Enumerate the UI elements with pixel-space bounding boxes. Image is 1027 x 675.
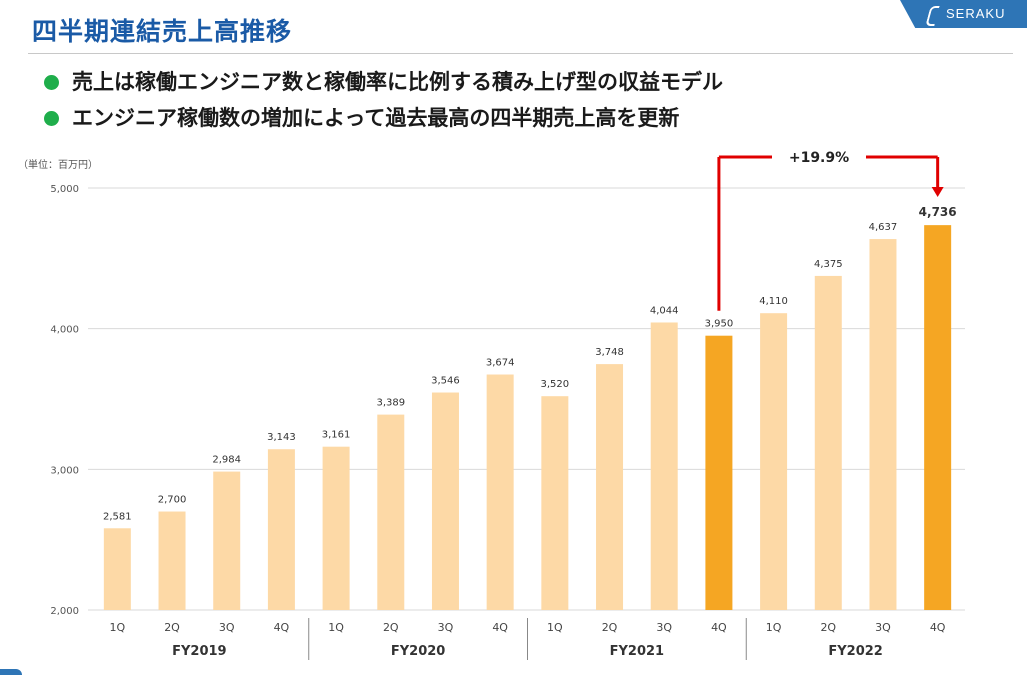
data-label: 2,581: [103, 511, 132, 522]
bar: [705, 335, 733, 610]
data-label: 2,700: [158, 495, 187, 506]
data-label: 4,044: [650, 305, 679, 316]
bullet-dot-icon: [44, 111, 59, 126]
x-tick-label: 4Q: [492, 621, 508, 634]
data-label: 3,520: [541, 379, 570, 390]
bullet-dot-icon: [44, 75, 59, 90]
x-tick-label: 4Q: [711, 621, 727, 634]
x-tick-label: 2Q: [383, 621, 399, 634]
y-tick-label: 4,000: [50, 325, 79, 336]
bullet-text: エンジニア稼働数の増加によって過去最高の四半期売上高を更新: [72, 106, 680, 130]
footer-accent: [0, 669, 22, 675]
data-label: 2,984: [212, 455, 241, 466]
data-label: 4,375: [814, 259, 843, 270]
x-tick-label: 1Q: [328, 621, 344, 634]
data-label: 3,143: [267, 432, 296, 443]
x-tick-label: 3Q: [219, 621, 235, 634]
x-tick-label: 2Q: [164, 621, 180, 634]
bullet-text: 売上は稼働エンジニア数と稼働率に比例する積み上げ型の収益モデル: [72, 70, 723, 94]
x-tick-label: 1Q: [547, 621, 563, 634]
x-tick-label: 3Q: [438, 621, 454, 634]
company-logo: SERAKU: [900, 0, 1027, 28]
fiscal-year-label: FY2021: [610, 644, 664, 659]
x-tick-label: 4Q: [274, 621, 290, 634]
bar: [377, 414, 405, 610]
data-label: 3,674: [486, 358, 515, 369]
bar: [650, 322, 678, 610]
y-tick-label: 2,000: [50, 606, 79, 617]
bar: [541, 396, 569, 610]
data-label: 3,546: [431, 376, 460, 387]
bullet-item: 売上は稼働エンジニア数と稼働率に比例する積み上げ型の収益モデル: [44, 64, 723, 100]
bar: [596, 364, 624, 610]
bullet-item: エンジニア稼働数の増加によって過去最高の四半期売上高を更新: [44, 100, 723, 136]
fiscal-year-label: FY2020: [391, 644, 445, 659]
bar: [158, 511, 186, 610]
bar: [760, 313, 788, 610]
x-tick-label: 2Q: [820, 621, 836, 634]
y-tick-label: 5,000: [50, 184, 79, 195]
x-tick-label: 1Q: [766, 621, 782, 634]
bar: [486, 374, 514, 610]
bar: [267, 449, 295, 610]
data-label: 3,748: [595, 347, 624, 358]
page-title: 四半期連結売上高推移: [32, 17, 293, 46]
bar: [322, 446, 350, 610]
x-tick-label: 2Q: [602, 621, 618, 634]
bullet-list: 売上は稼働エンジニア数と稼働率に比例する積み上げ型の収益モデル エンジニア稼働数…: [44, 64, 723, 136]
bar: [213, 471, 241, 610]
bar: [924, 225, 952, 611]
data-label: 4,736: [919, 205, 957, 219]
annotation-arrowhead: [931, 187, 944, 197]
bar: [869, 239, 897, 610]
bar: [431, 392, 459, 610]
data-label: 4,110: [759, 296, 788, 307]
bar: [814, 275, 842, 610]
bar: [103, 528, 131, 610]
x-tick-label: 4Q: [930, 621, 946, 634]
data-label: 3,161: [322, 430, 351, 441]
fiscal-year-label: FY2019: [172, 644, 226, 659]
x-tick-label: 1Q: [110, 621, 126, 634]
data-label: 3,389: [376, 398, 405, 409]
y-tick-label: 3,000: [50, 465, 79, 476]
data-label: 4,637: [869, 222, 898, 233]
unit-label: （単位：百万円）: [18, 158, 98, 171]
title-divider: [28, 53, 1013, 54]
logo-text: SERAKU: [946, 6, 1006, 21]
growth-annotation: +19.9%: [789, 150, 849, 166]
x-tick-label: 3Q: [656, 621, 672, 634]
x-tick-label: 3Q: [875, 621, 891, 634]
fiscal-year-label: FY2022: [828, 644, 882, 659]
data-label: 3,950: [705, 319, 734, 330]
